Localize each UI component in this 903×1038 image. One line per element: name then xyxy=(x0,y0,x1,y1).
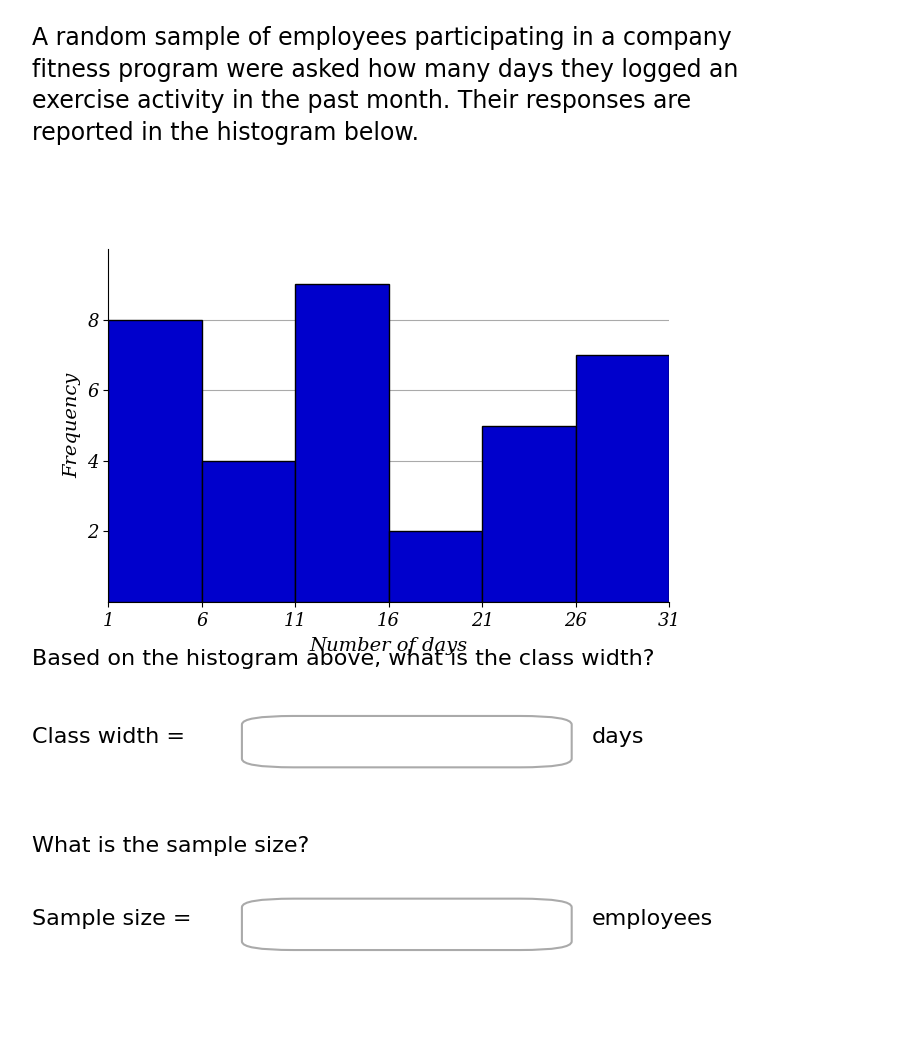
Bar xyxy=(575,355,668,602)
Text: Class width =: Class width = xyxy=(32,727,184,747)
Text: employees: employees xyxy=(591,908,712,929)
Text: What is the sample size?: What is the sample size? xyxy=(32,836,309,855)
Text: days: days xyxy=(591,727,644,747)
FancyBboxPatch shape xyxy=(242,899,571,950)
Bar xyxy=(388,531,481,602)
Bar xyxy=(295,284,388,602)
Y-axis label: Frequency: Frequency xyxy=(63,373,81,479)
Text: Sample size =: Sample size = xyxy=(32,908,191,929)
Text: A random sample of employees participating in a company
fitness program were ask: A random sample of employees participati… xyxy=(32,26,737,144)
Text: Based on the histogram above, what is the class width?: Based on the histogram above, what is th… xyxy=(32,649,654,668)
Bar xyxy=(201,461,295,602)
Bar xyxy=(108,320,201,602)
X-axis label: Number of days: Number of days xyxy=(310,636,467,655)
FancyBboxPatch shape xyxy=(242,716,571,767)
Bar xyxy=(481,426,575,602)
